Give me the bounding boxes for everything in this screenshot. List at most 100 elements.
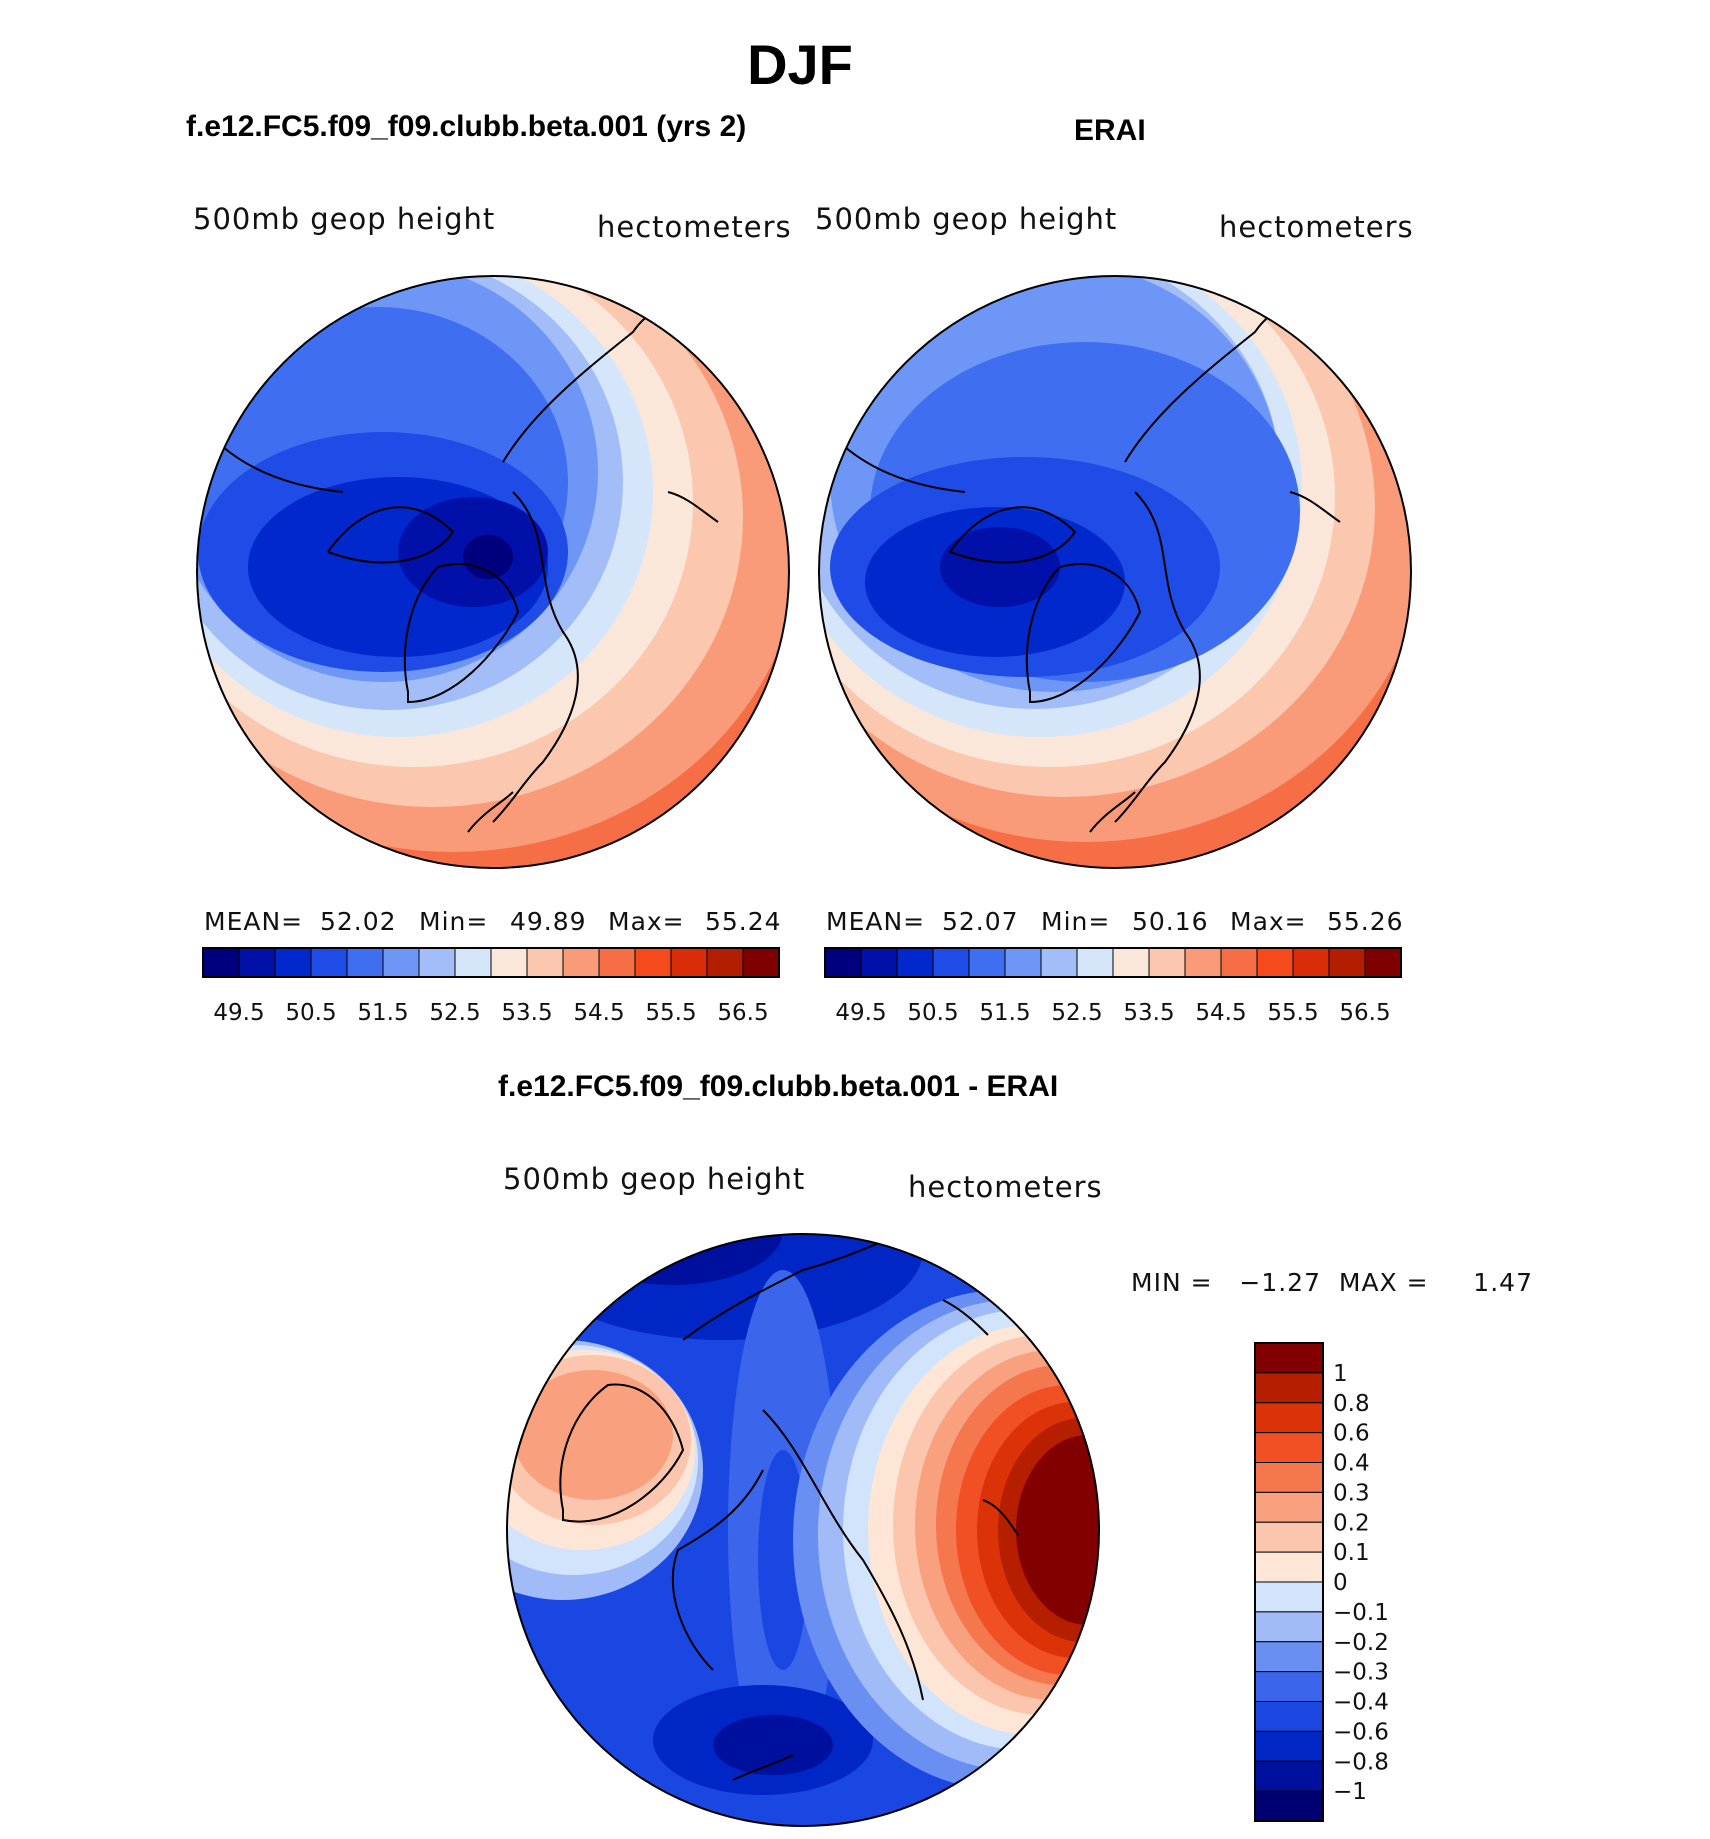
colorbar-diff-tick-label: 0.2	[1333, 1510, 1370, 1536]
colorbar-diff-swatch	[1254, 1342, 1324, 1374]
colorbar-model-frame	[202, 947, 780, 978]
colorbar-diff-tick-label: −0.6	[1333, 1719, 1389, 1745]
colorbar-obs-tick-label: 56.5	[1339, 1000, 1390, 1026]
colorbar-diff-swatch	[1254, 1790, 1324, 1822]
colorbar-obs-tick-label: 50.5	[907, 1000, 958, 1026]
panel2-units-label: hectometers	[1219, 210, 1414, 244]
colorbar-model-tick-label: 54.5	[573, 1000, 624, 1026]
colorbar-diff-swatch	[1254, 1372, 1324, 1404]
panel2-max-value: 55.26	[1327, 907, 1404, 936]
colorbar-diff-tick-label: 0.1	[1333, 1540, 1370, 1566]
colorbar-obs-swatch	[824, 947, 862, 978]
colorbar-model-swatch	[526, 947, 564, 978]
colorbar-diff-swatch	[1254, 1462, 1324, 1493]
map-obs-border	[818, 275, 1412, 869]
colorbar-model-swatch	[706, 947, 744, 978]
colorbar-diff-swatch	[1254, 1521, 1324, 1553]
colorbar-obs-swatch	[896, 947, 934, 978]
colorbar-diff-swatch	[1254, 1671, 1324, 1702]
colorbar-diff-tick-label: 0.6	[1333, 1421, 1370, 1447]
colorbar-diff-tick-label: −0.2	[1333, 1630, 1389, 1656]
colorbar-diff-swatch	[1254, 1432, 1324, 1463]
colorbar-model-tick-label: 51.5	[357, 1000, 408, 1026]
colorbar-diff-swatch	[1254, 1701, 1324, 1732]
colorbar-diff-frame	[1254, 1342, 1324, 1822]
colorbar-model-swatch	[418, 947, 456, 978]
colorbar-obs-swatch	[932, 947, 970, 978]
map-diff	[507, 1234, 1099, 1826]
colorbar-model-tick-label: 55.5	[645, 1000, 696, 1026]
colorbar-obs-tick-label: 49.5	[835, 1000, 886, 1026]
colorbar-diff: 1 0.8 0.6 0.4 0.3 0.2 0.1 0 −0.1 −0.2 −0.3 −0.4 −0.6…	[1254, 1342, 1389, 1822]
panel-title-obs: ERAI	[1074, 114, 1146, 147]
colorbar-obs-swatch	[1364, 947, 1402, 978]
colorbar-diff-swatch	[1254, 1611, 1324, 1643]
panel1-units-label: hectometers	[597, 210, 792, 244]
colorbar-obs-swatch	[1292, 947, 1330, 978]
colorbar-model-swatch	[454, 947, 492, 978]
colorbar-diff-swatch	[1254, 1491, 1324, 1523]
colorbar-model-swatch	[202, 947, 240, 978]
colorbar-model-swatch	[670, 947, 708, 978]
colorbar-diff-tick-label: −0.3	[1333, 1660, 1389, 1686]
colorbar-diff-tick-label: −1	[1333, 1779, 1367, 1805]
colorbar-obs-tick-label: 51.5	[979, 1000, 1030, 1026]
colorbar-model-swatch	[742, 947, 780, 978]
panel3-variable-label: 500mb geop height	[503, 1162, 806, 1196]
panel2-variable-label: 500mb geop height	[815, 202, 1118, 236]
panel2-min-value: 50.16	[1132, 907, 1209, 936]
colorbar-diff-swatch	[1254, 1551, 1324, 1583]
map-model-border	[196, 275, 790, 869]
panel-title-diff: f.e12.FC5.f09_f09.clubb.beta.001 - ERAI	[498, 1070, 1059, 1103]
colorbar-diff-swatch	[1254, 1581, 1324, 1613]
colorbar-model-swatch	[382, 947, 420, 978]
colorbar-model-tick-label: 50.5	[285, 1000, 336, 1026]
colorbar-diff-tick-label: 1	[1333, 1361, 1348, 1387]
colorbar-model-tick-label: 52.5	[429, 1000, 480, 1026]
colorbar-model-tick-label: 49.5	[213, 1000, 264, 1026]
colorbar-diff-swatch	[1254, 1760, 1324, 1792]
colorbar-diff-swatch	[1254, 1730, 1324, 1762]
colorbar-diff-tick-label: −0.8	[1333, 1749, 1389, 1775]
colorbar-diff-tick-label: −0.4	[1333, 1690, 1389, 1716]
colorbar-model: 49.5 50.5 51.5 52.5 53.5 54.5 55.5 56.5	[202, 947, 780, 1026]
colorbar-obs-swatch	[1328, 947, 1366, 978]
colorbar-diff-tick-label: 0.3	[1333, 1480, 1370, 1506]
colorbar-model-swatch	[310, 947, 348, 978]
colorbar-obs-tick-label: 54.5	[1195, 1000, 1246, 1026]
colorbar-obs-swatch	[860, 947, 898, 978]
map-model	[197, 276, 789, 868]
colorbar-model-tick-label: 56.5	[717, 1000, 768, 1026]
colorbar-obs-frame	[824, 947, 1402, 978]
panel2-mean-value: 52.07	[942, 907, 1019, 936]
panel3-minmax: MIN = −1.27 MAX = 1.47	[1131, 1268, 1533, 1297]
map-obs	[819, 276, 1411, 868]
colorbar-model-swatch	[274, 947, 312, 978]
panel2-min-label: Min=	[1041, 907, 1111, 936]
colorbar-model-swatch	[634, 947, 672, 978]
panel1-mean-value: 52.02	[320, 907, 397, 936]
panel1-mean-label: MEAN=	[204, 907, 304, 936]
colorbar-obs: 49.5 50.5 51.5 52.5 53.5 54.5 55.5 56.5	[824, 947, 1402, 1026]
colorbar-obs-swatch	[1148, 947, 1186, 978]
colorbar-obs-swatch	[1076, 947, 1114, 978]
colorbar-obs-tick-label: 53.5	[1123, 1000, 1174, 1026]
colorbar-model-swatch	[598, 947, 636, 978]
colorbar-obs-swatch	[1040, 947, 1078, 978]
colorbar-obs-swatch	[1112, 947, 1150, 978]
colorbar-obs-swatch	[1004, 947, 1042, 978]
colorbar-diff-swatch	[1254, 1402, 1324, 1434]
map-diff-border	[506, 1233, 1100, 1827]
panel1-min-label: Min=	[419, 907, 489, 936]
colorbar-diff-tick-label: 0.4	[1333, 1451, 1370, 1477]
panel2-mean-label: MEAN=	[826, 907, 926, 936]
panel1-min-value: 49.89	[510, 907, 587, 936]
colorbar-diff-tick-label: −0.1	[1333, 1600, 1389, 1626]
panel2-max-label: Max=	[1230, 907, 1307, 936]
colorbar-obs-tick-label: 52.5	[1051, 1000, 1102, 1026]
colorbar-obs-swatch	[968, 947, 1006, 978]
colorbar-obs-swatch	[1256, 947, 1294, 978]
panel1-max-label: Max=	[608, 907, 685, 936]
panel1-max-value: 55.24	[705, 907, 782, 936]
